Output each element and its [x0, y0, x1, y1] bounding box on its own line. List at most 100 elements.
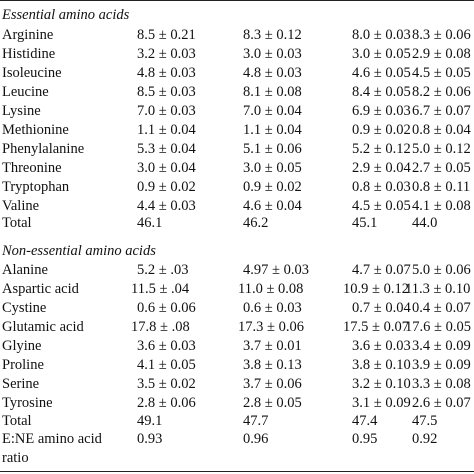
cell-value: 8.3 ± 0.12: [243, 27, 302, 43]
table-row: Aspartic acid 11.5 ± .04 11.0 ± 0.08 10.…: [0, 282, 474, 302]
table-row: Arginine 8.5 ± 0.21 8.3 ± 0.12 8.0 ± 0.0…: [0, 28, 474, 48]
total-value: 44.0: [412, 215, 438, 231]
cell-value: 3.2 ± 0.10: [352, 376, 411, 392]
essential-heading: Essential amino acids: [2, 7, 130, 23]
table-row: Leucine 8.5 ± 0.03 8.1 ± 0.08 8.4 ± 0.05…: [0, 85, 474, 105]
cell-value: 17.6 ± 0.05: [405, 319, 471, 335]
cell-value: 4.1 ± 0.05: [137, 357, 196, 373]
amino-acid-name: Glutamic acid: [2, 319, 84, 335]
cell-value: 3.6 ± 0.03: [352, 338, 411, 354]
cell-value: 0.6 ± 0.06: [137, 300, 196, 316]
cell-value: 17.3 ± 0.06: [238, 319, 304, 335]
cell-value: 4.1 ± 0.08: [412, 198, 471, 214]
amino-acid-name: Valine: [2, 198, 40, 214]
cell-value: 8.3 ± 0.06: [412, 27, 471, 43]
total-value: 47.5: [412, 413, 438, 429]
cell-value: 7.0 ± 0.03: [137, 103, 196, 119]
table-row: Cystine 0.6 ± 0.06 0.6 ± 0.03 0.7 ± 0.04…: [0, 301, 474, 321]
cell-value: 0.6 ± 0.03: [243, 300, 302, 316]
cell-value: 0.9 ± 0.02: [352, 122, 411, 138]
cell-value: 4.8 ± 0.03: [137, 65, 196, 81]
amino-acid-name: Proline: [2, 357, 44, 373]
cell-value: 8.5 ± 0.03: [137, 84, 196, 100]
cell-value: 0.9 ± 0.02: [137, 179, 196, 195]
cell-value: 8.4 ± 0.05: [352, 84, 411, 100]
total-label: Total: [2, 413, 32, 429]
cell-value: 3.0 ± 0.03: [243, 46, 302, 62]
cell-value: 8.1 ± 0.08: [243, 84, 302, 100]
cell-value: 3.5 ± 0.02: [137, 376, 196, 392]
table-row: Tryptophan 0.9 ± 0.02 0.9 ± 0.02 0.8 ± 0…: [0, 180, 474, 200]
total-value: 46.1: [137, 215, 163, 231]
cell-value: 8.0 ± 0.03: [352, 27, 411, 43]
total-row: Total 46.1 46.2 45.1 44.0: [0, 216, 474, 236]
cell-value: 8.2 ± 0.06: [412, 84, 471, 100]
amino-acid-name: Serine: [2, 376, 40, 392]
cell-value: 7.0 ± 0.04: [243, 103, 302, 119]
amino-acid-name: Tryptophan: [2, 179, 70, 195]
table-row: Isoleucine 4.8 ± 0.03 4.8 ± 0.03 4.6 ± 0…: [0, 66, 474, 86]
table-row: Tyrosine 2.8 ± 0.06 2.8 ± 0.05 3.1 ± 0.0…: [0, 396, 474, 416]
table-row: Serine 3.5 ± 0.02 3.7 ± 0.06 3.2 ± 0.10 …: [0, 377, 474, 397]
cell-value: 2.9 ± 0.08: [412, 46, 471, 62]
cell-value: 4.4 ± 0.03: [137, 198, 196, 214]
cell-value: 3.2 ± 0.03: [137, 46, 196, 62]
top-rule: [0, 0, 474, 1]
ratio-label-line2: ratio: [2, 450, 29, 466]
table-row: Valine 4.4 ± 0.03 4.6 ± 0.04 4.5 ± 0.05 …: [0, 199, 474, 219]
amino-acid-name: Isoleucine: [2, 65, 62, 81]
ratio-value: 0.93: [137, 431, 163, 447]
cell-value: 2.8 ± 0.05: [243, 395, 302, 411]
cell-value: 3.9 ± 0.09: [412, 357, 471, 373]
cell-value: 2.7 ± 0.05: [412, 160, 471, 176]
amino-acid-name: Methionine: [2, 122, 69, 138]
cell-value: 4.6 ± 0.04: [243, 198, 302, 214]
cell-value: 0.8 ± 0.04: [412, 122, 471, 138]
total-value: 47.7: [243, 413, 269, 429]
cell-value: 3.7 ± 0.06: [243, 376, 302, 392]
total-value: 46.2: [243, 215, 269, 231]
cell-value: 0.4 ± 0.07: [412, 300, 471, 316]
cell-value: 5.2 ± .03: [137, 262, 189, 278]
amino-acid-name: Tyrosine: [2, 395, 53, 411]
cell-value: 3.7 ± 0.01: [243, 338, 302, 354]
cell-value: 8.5 ± 0.21: [137, 27, 196, 43]
ratio-value: 0.96: [243, 431, 269, 447]
table-row: Glyine 3.6 ± 0.03 3.7 ± 0.01 3.6 ± 0.03 …: [0, 339, 474, 359]
cell-value: 0.9 ± 0.02: [243, 179, 302, 195]
cell-value: 4.7 ± 0.07: [352, 262, 411, 278]
cell-value: 10.9 ± 0.12: [343, 281, 409, 297]
cell-value: 11.5 ± .04: [131, 281, 190, 297]
amino-acid-name: Aspartic acid: [2, 281, 79, 297]
amino-acid-name: Cystine: [2, 300, 47, 316]
amino-acid-name: Phenylalanine: [2, 141, 85, 157]
table-row: Phenylalanine 5.3 ± 0.04 5.1 ± 0.06 5.2 …: [0, 142, 474, 162]
cell-value: 3.1 ± 0.09: [352, 395, 411, 411]
table-row: Methionine 1.1 ± 0.04 1.1 ± 0.04 0.9 ± 0…: [0, 123, 474, 143]
cell-value: 3.6 ± 0.03: [137, 338, 196, 354]
amino-acid-name: Histidine: [2, 46, 56, 62]
cell-value: 17.8 ± .08: [131, 319, 190, 335]
table-row: Glutamic acid 17.8 ± .08 17.3 ± 0.06 17.…: [0, 320, 474, 340]
cell-value: 1.1 ± 0.04: [243, 122, 302, 138]
nonessential-heading: Non-essential amino acids: [2, 243, 156, 259]
cell-value: 0.8 ± 0.03: [352, 179, 411, 195]
cell-value: 11.3 ± 0.10: [405, 281, 471, 297]
amino-acid-name: Threonine: [2, 160, 62, 176]
cell-value: 3.3 ± 0.08: [412, 376, 471, 392]
table-row: Histidine 3.2 ± 0.03 3.0 ± 0.03 3.0 ± 0.…: [0, 47, 474, 67]
ratio-value: 0.92: [412, 431, 438, 447]
cell-value: 3.4 ± 0.09: [412, 338, 471, 354]
table-row: Lysine 7.0 ± 0.03 7.0 ± 0.04 6.9 ± 0.03 …: [0, 104, 474, 124]
total-label: Total: [2, 215, 32, 231]
ratio-label-line1: E:NE amino acid: [2, 431, 102, 447]
cell-value: 4.6 ± 0.05: [352, 65, 411, 81]
amino-acid-name: Glyine: [2, 338, 42, 354]
amino-acid-name: Leucine: [2, 84, 49, 100]
cell-value: 3.0 ± 0.05: [352, 46, 411, 62]
cell-value: 0.8 ± 0.11: [412, 179, 471, 195]
cell-value: 4.5 ± 0.05: [352, 198, 411, 214]
amino-acid-name: Lysine: [2, 103, 41, 119]
amino-acid-name: Arginine: [2, 27, 54, 43]
